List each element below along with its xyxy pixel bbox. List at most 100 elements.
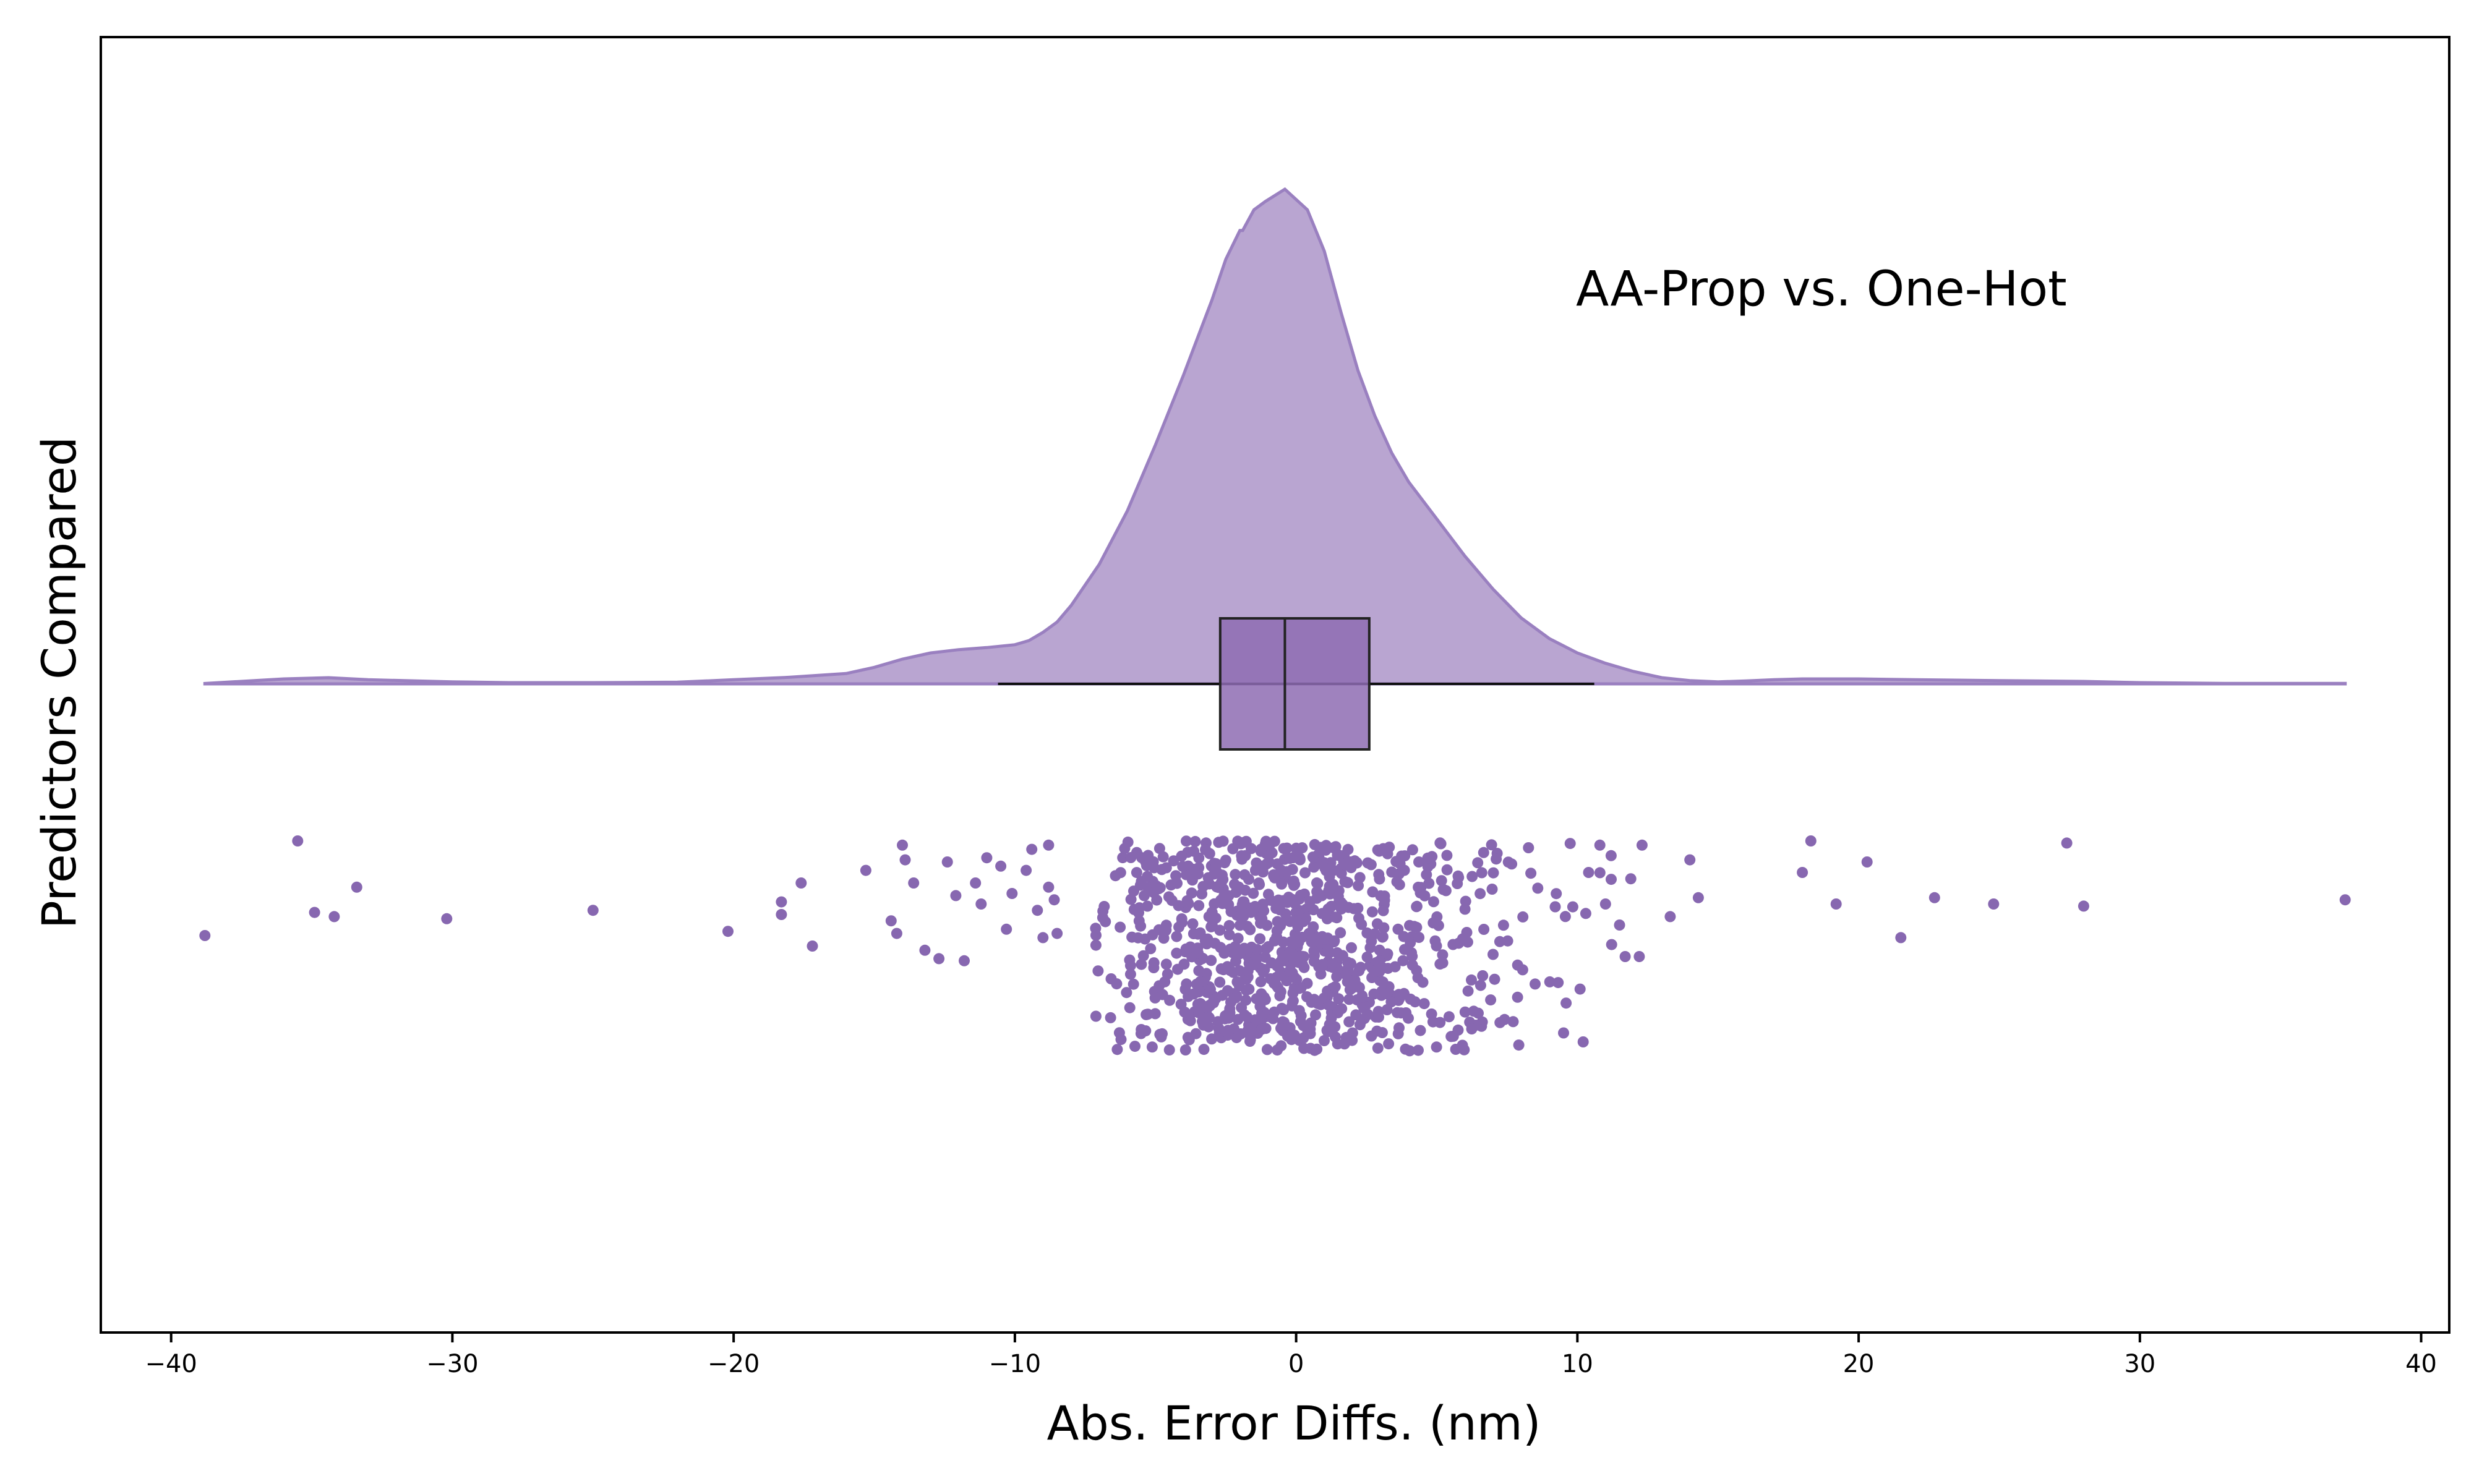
data-point [1475,888,1486,900]
data-point [1139,890,1150,902]
data-point [1413,881,1424,893]
data-point [1125,851,1137,863]
data-point [1329,911,1341,923]
data-point [1343,994,1355,1005]
data-point [1405,993,1416,1005]
data-point [1393,1022,1405,1034]
x-tick-label: 0 [1288,1350,1304,1378]
data-point [1377,905,1389,916]
data-point [1274,904,1286,916]
boxplot [998,617,1594,751]
data-point [1223,919,1235,931]
data-point [897,839,908,851]
data-point [1134,902,1145,914]
data-point [1306,996,1317,1008]
data-point [1457,1039,1468,1051]
data-point [1577,1036,1589,1047]
data-point [1513,1039,1525,1051]
data-point [1351,857,1363,869]
data-point [1308,904,1319,916]
data-point [1296,950,1308,962]
data-point [1141,859,1152,871]
data-point [1532,882,1544,894]
data-point [1213,1023,1225,1034]
data-point [1338,850,1350,861]
data-point [1194,998,1206,1009]
data-point [1551,888,1562,900]
data-point [1204,1000,1215,1012]
x-tick-label: −40 [145,1350,197,1378]
x-tick-label: −10 [989,1350,1041,1378]
data-point [1517,911,1529,923]
data-point [1160,958,1172,970]
data-point [1413,856,1424,868]
data-point [1411,900,1423,912]
data-point [1262,889,1274,900]
data-point [1371,1025,1383,1037]
data-point [1338,858,1350,870]
data-point [1462,985,1474,997]
data-point [1236,853,1248,865]
data-point [1223,929,1235,940]
data-point [1203,1021,1215,1033]
data-point [1124,954,1136,966]
data-point [1288,876,1299,887]
data-point [1486,884,1498,895]
data-point [1288,1030,1300,1041]
data-point [1160,925,1171,937]
data-point [1230,992,1241,1004]
data-point [1544,976,1556,987]
data-point [1390,856,1402,868]
data-point [1043,839,1055,851]
data-point [1148,957,1160,969]
data-point [1291,974,1303,986]
data-point [1100,916,1111,927]
data-point [1234,919,1246,931]
data-point [860,864,871,876]
data-point [1928,892,1940,903]
data-point [1191,978,1202,990]
data-point [1298,1043,1310,1054]
data-point [1422,852,1434,864]
data-point [1374,944,1385,956]
data-point [1606,939,1617,950]
data-point [1245,1022,1257,1034]
data-point [1406,844,1418,856]
data-point [1325,900,1337,912]
data-point [1377,931,1389,943]
data-point [1460,895,1471,907]
data-point [885,915,897,927]
data-point [1445,1031,1457,1043]
data-point [1614,919,1625,931]
data-point [1462,936,1473,948]
data-point [776,896,787,908]
data-point [1413,1044,1424,1056]
data-point [1487,949,1499,960]
data-point [1215,877,1227,889]
data-point [1164,994,1176,1006]
data-point [722,926,734,937]
data-point [1355,962,1366,973]
data-point [1361,951,1373,963]
data-point [1290,915,1301,927]
data-point [1126,931,1138,943]
data-point [1472,857,1484,869]
data-point [1162,968,1173,980]
data-point [1307,851,1319,863]
data-point [1140,1025,1152,1037]
data-point [1567,901,1578,913]
data-point [1380,988,1392,1000]
data-point [1192,947,1204,959]
data-point [1179,1044,1191,1055]
data-point [795,877,807,889]
data-point [1131,867,1142,879]
data-point [1606,874,1617,885]
data-point [1312,878,1324,889]
data-point [1171,931,1183,942]
data-point [1043,881,1055,893]
data-point [1437,957,1449,969]
data-point [1431,911,1443,923]
data-point [1326,958,1338,970]
data-point [1373,1011,1384,1023]
